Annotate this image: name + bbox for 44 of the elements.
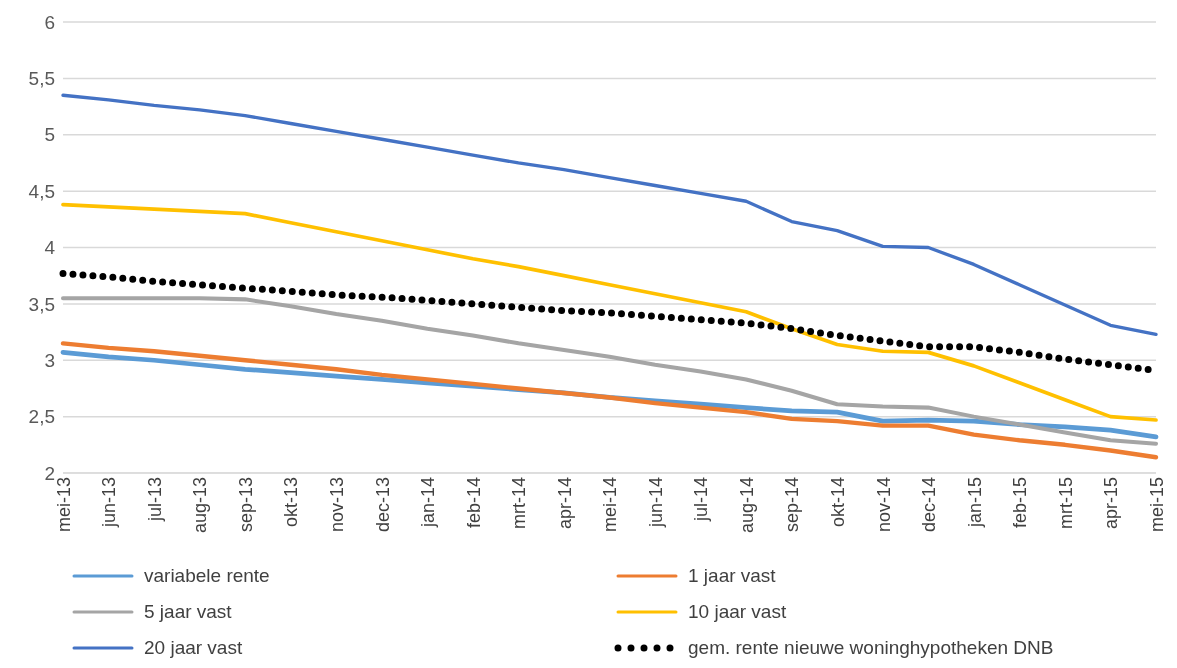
x-tick-label: dec-13 [372, 477, 393, 533]
x-tick-label: aug-13 [190, 477, 211, 534]
x-tick-label: sep-14 [782, 477, 803, 533]
x-tick-label: dec-14 [919, 477, 940, 533]
x-tick-label: nov-13 [327, 477, 348, 533]
x-tick-label: jan-14 [418, 477, 439, 529]
y-tick-label: 5,5 [28, 68, 55, 90]
x-tick-label: sep-13 [235, 477, 256, 533]
legend-label: 20 jaar vast [144, 637, 243, 659]
y-tick-label: 4 [44, 237, 56, 259]
y-tick-label: 2,5 [28, 406, 55, 428]
legend-label: gem. rente nieuwe woninghypotheken DNB [688, 637, 1054, 659]
y-tick-label: 2 [44, 462, 55, 484]
x-tick-label: jun-14 [645, 477, 666, 529]
line-series [61, 93, 1158, 336]
x-tick-label: mei-14 [600, 477, 621, 533]
x-tick-label: jun-13 [99, 477, 120, 529]
x-tick-label: aug-14 [736, 477, 757, 534]
x-tick-label: jul-14 [691, 477, 712, 523]
line-series [61, 202, 1158, 422]
y-tick-label: 5 [44, 124, 55, 146]
x-tick-label: feb-15 [1010, 477, 1031, 529]
legend-label: 10 jaar vast [688, 601, 787, 623]
x-tick-label: okt-14 [827, 477, 848, 528]
x-tick-label: mei-15 [1146, 477, 1167, 533]
x-tick-label: feb-14 [463, 477, 484, 529]
x-tick-label: apr-14 [554, 477, 575, 530]
x-tick-label: mrt-15 [1055, 477, 1076, 530]
x-tick-label: jul-13 [144, 477, 165, 523]
x-tick-label: okt-13 [281, 477, 302, 528]
legend-label: 5 jaar vast [144, 601, 232, 623]
y-tick-label: 3 [44, 349, 55, 371]
x-tick-label: mrt-14 [509, 477, 530, 530]
x-tick-label: nov-14 [873, 477, 894, 533]
line-series [60, 296, 1159, 446]
legend-label: variabele rente [144, 565, 270, 587]
y-tick-label: 3,5 [28, 293, 55, 315]
x-tick-label: apr-15 [1101, 477, 1122, 530]
y-tick-label: 6 [44, 11, 55, 33]
x-tick-label: jan-15 [964, 477, 985, 529]
line-series [60, 341, 1159, 460]
legend-label: 1 jaar vast [688, 565, 776, 587]
y-tick-label: 4,5 [28, 180, 55, 202]
x-tick-label: mei-13 [53, 477, 74, 533]
